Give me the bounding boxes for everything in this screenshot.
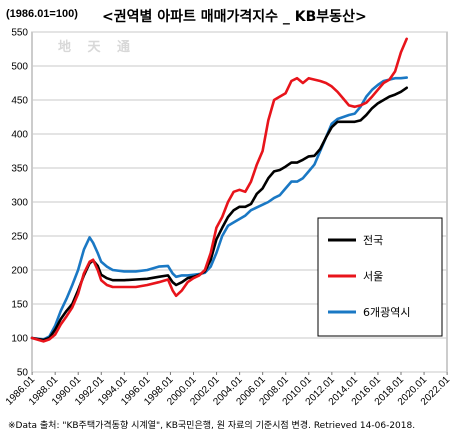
y-tick-label: 50 (17, 368, 29, 379)
y-tick-label: 300 (11, 198, 28, 209)
y-tick-label: 450 (11, 96, 28, 107)
y-tick-label: 350 (11, 164, 28, 175)
y-tick-label: 100 (11, 334, 28, 345)
series-line-2 (30, 37, 408, 343)
y-tick-label: 400 (11, 130, 28, 141)
base-index-label: (1986.01=100) (6, 8, 78, 20)
series-layer (30, 37, 408, 343)
y-tick-label: 500 (11, 62, 28, 73)
legend-label: 전국 (363, 234, 383, 247)
y-tick-label: 200 (11, 266, 28, 277)
source-note: ※Data 출처: "KB주택가격동향 시계열", KB국민은행, 원 자료의 … (8, 421, 416, 431)
y-tick-label: 150 (11, 300, 28, 311)
y-tick-label: 550 (11, 28, 28, 39)
y-tick-label: 250 (11, 232, 28, 243)
legend-label: 6개광역시 (363, 306, 410, 319)
watermark: 地 天 通 (58, 40, 137, 55)
legend-label: 서울 (363, 270, 383, 283)
series-line-3 (30, 76, 408, 341)
chart-title: <권역별 아파트 매매가격지수 _ KB부동산> (102, 9, 367, 25)
